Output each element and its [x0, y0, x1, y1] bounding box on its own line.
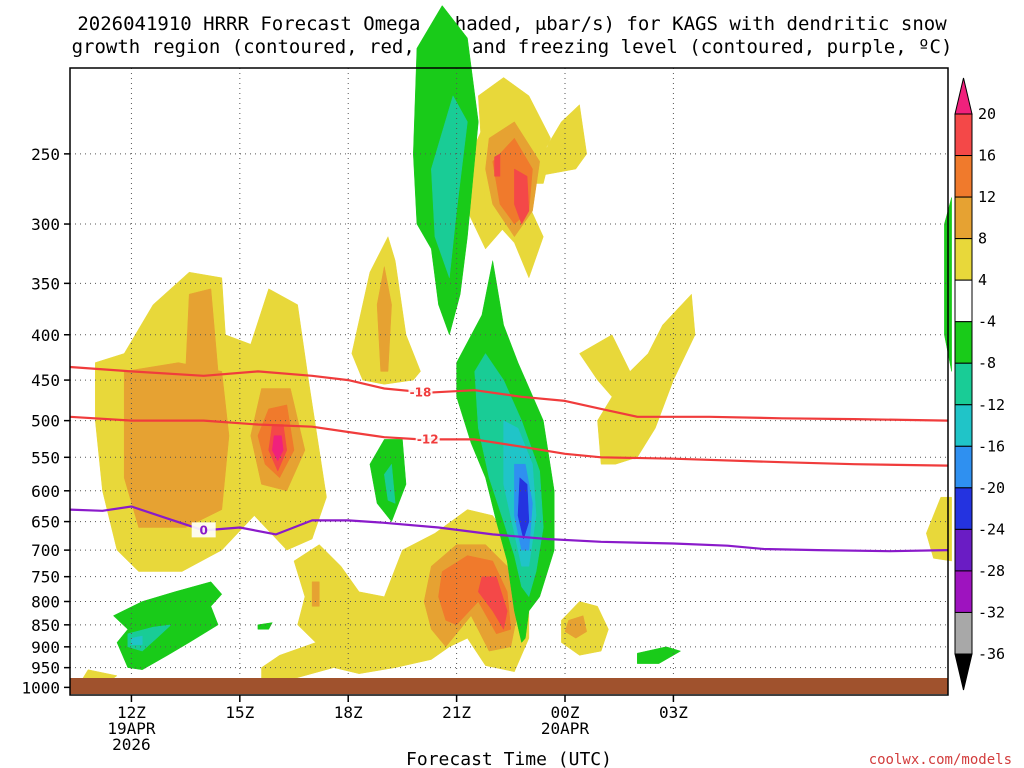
x-tick-label-27-0: 03Z [659, 703, 688, 722]
colorbar-swatch-9 [955, 446, 972, 488]
omega-region-28 [258, 623, 272, 630]
colorbar-swatch-4 [955, 239, 972, 281]
x-tick-label-18-0: 18Z [334, 703, 363, 722]
credit-label: coolwx.com/models [869, 752, 1012, 768]
colorbar-label-8: -16 [978, 437, 1005, 455]
colorbar-swatch-7 [955, 363, 972, 405]
x-tick-label-24-1: 20APR [541, 719, 590, 738]
omega-region-14 [312, 582, 319, 607]
y-tick-label-500: 500 [31, 412, 60, 431]
y-tick-label-300: 300 [31, 215, 60, 234]
freezing-contour-label-0: 0 [200, 523, 208, 537]
colorbar-legend: 20 16 12 8 4 -4 -8 -12 -16 -20 -24 -28 -32 -36 [955, 78, 1005, 690]
colorbar-swatch-10 [955, 488, 972, 530]
colorbar-label-4: 4 [978, 271, 987, 289]
colorbar-swatch-13 [955, 612, 972, 654]
omega-region-2 [124, 363, 229, 528]
colorbar-label-0: 20 [978, 105, 996, 123]
colorbar-label-9: -20 [978, 479, 1005, 497]
x-axis-title: Forecast Time (UTC) [406, 749, 612, 768]
omega-region-20 [495, 154, 501, 176]
x-tick-label-15-0: 15Z [225, 703, 254, 722]
x-tick-label-21-0: 21Z [442, 703, 471, 722]
colorbar-swatch-8 [955, 405, 972, 447]
colorbar-label-3: 8 [978, 230, 987, 248]
x-tick-label-12-2: 2026 [112, 735, 151, 754]
colorbar-swatch-2 [955, 156, 972, 198]
y-tick-label-700: 700 [31, 541, 60, 560]
y-tick-label-1000: 1000 [21, 678, 60, 697]
dgz-contour-label-1: -12 [417, 432, 439, 446]
colorbar-label-12: -32 [978, 603, 1005, 621]
colorbar-label-13: -36 [978, 645, 1005, 663]
omega-shading [81, 6, 952, 684]
colorbar-swatch-12 [955, 571, 972, 613]
y-axis: 250 300 350 400 450 500 550 600 650 700 750 800 850 9… [21, 145, 70, 698]
y-tick-label-550: 550 [31, 448, 60, 467]
y-tick-label-900: 900 [31, 638, 60, 657]
colorbar-label-7: -12 [978, 396, 1005, 414]
y-tick-label-800: 800 [31, 593, 60, 612]
y-tick-label-600: 600 [31, 482, 60, 501]
colorbar-swatch-3 [955, 197, 972, 239]
chart-title-line-2: growth region (contoured, red, ºC) and f… [72, 36, 953, 58]
y-tick-label-250: 250 [31, 145, 60, 164]
y-tick-label-350: 350 [31, 274, 60, 293]
colorbar-label-11: -28 [978, 562, 1005, 580]
y-tick-label-400: 400 [31, 326, 60, 345]
colorbar-label-2: 12 [978, 188, 996, 206]
colorbar-swatch-1 [955, 114, 972, 156]
omega-region-38 [637, 647, 680, 664]
y-tick-label-950: 950 [31, 659, 60, 678]
omega-time-height-chart: 2026041910 HRRR Forecast Omega (shaded, … [0, 0, 1024, 768]
colorbar-swatch-6 [955, 322, 972, 364]
y-tick-label-750: 750 [31, 568, 60, 587]
colorbar-label-5: -4 [978, 313, 996, 331]
colorbar-label-6: -8 [978, 354, 996, 372]
colorbar-label-1: 16 [978, 147, 996, 165]
dgz-contour-label-0: -18 [410, 386, 432, 400]
chart-title-line-1: 2026041910 HRRR Forecast Omega (shaded, … [77, 13, 947, 35]
colorbar-swatch-11 [955, 529, 972, 571]
colorbar-label-10: -24 [978, 520, 1005, 538]
colorbar-bottom-arrow [955, 654, 972, 690]
y-tick-label-850: 850 [31, 616, 60, 635]
colorbar-top-arrow [955, 78, 972, 114]
y-tick-label-650: 650 [31, 513, 60, 532]
surface-ground-strip [70, 678, 948, 694]
colorbar-swatch-5 [955, 280, 972, 322]
y-tick-label-450: 450 [31, 371, 60, 390]
omega-region-21 [580, 294, 696, 464]
